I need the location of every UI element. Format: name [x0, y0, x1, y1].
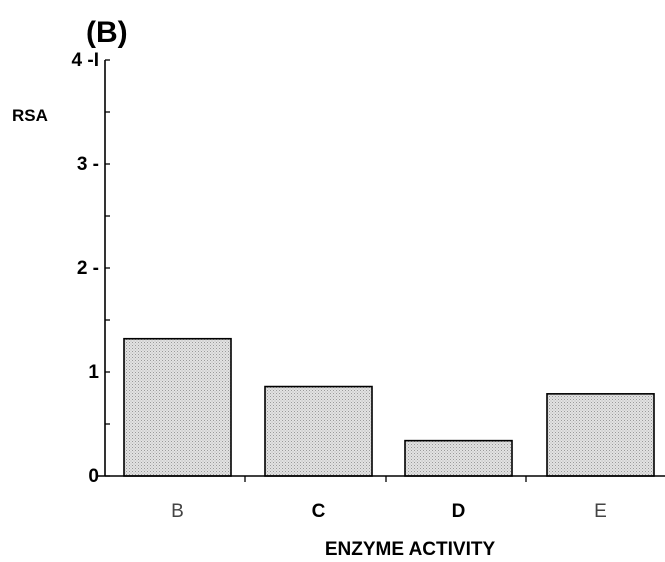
y-axis-label: RSA	[12, 106, 48, 125]
x-tick-label-E: E	[594, 501, 607, 522]
panel-label: (B)	[86, 16, 128, 49]
y-tick-label-3: 3 -	[77, 154, 99, 175]
y-minor-ticks	[105, 59, 110, 477]
bar-D	[404, 439, 513, 477]
y-tick-label-4: 4 -I	[72, 50, 99, 71]
y-ticks: 0 1 2 - 3 - 4 -I	[72, 50, 100, 487]
y-tick-label-0: 0	[88, 466, 99, 487]
x-tick-label-C: C	[312, 501, 326, 522]
x-tick-label-D: D	[452, 501, 466, 522]
bars	[123, 337, 655, 477]
bar-C	[264, 385, 373, 477]
x-ticks: B C D E	[171, 476, 607, 522]
bar-B	[123, 337, 232, 477]
y-tick-label-1: 1	[88, 362, 99, 383]
bar-E	[546, 393, 655, 477]
x-tick-label-B: B	[171, 501, 184, 522]
x-axis-label: ENZYME ACTIVITY	[325, 539, 496, 560]
y-tick-label-2: 2 -	[77, 258, 99, 279]
